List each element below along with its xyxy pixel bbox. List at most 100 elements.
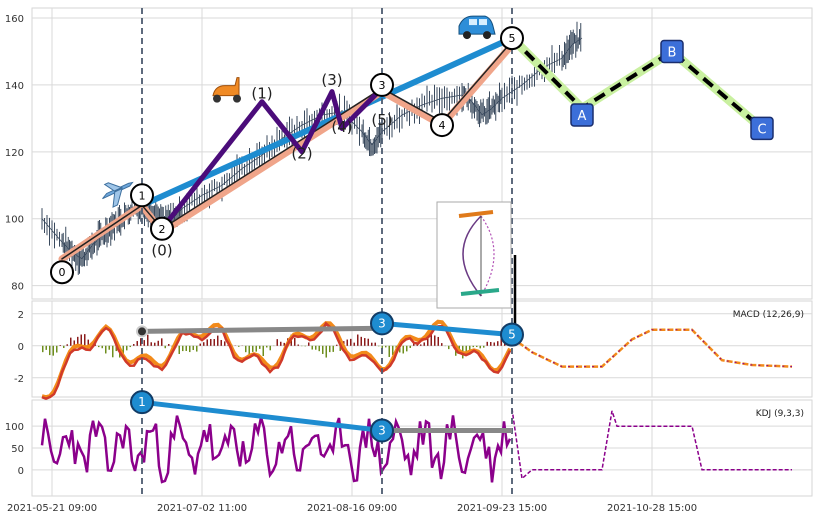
macd-histogram-bar <box>154 343 156 346</box>
wave-label: 0 <box>59 266 66 279</box>
macd-marker-label: 5 <box>508 328 516 342</box>
macd-histogram-bar <box>354 343 356 346</box>
kdj-title: KDJ (9,3,3) <box>756 409 804 419</box>
macd-histogram-bar <box>490 342 492 346</box>
macd-histogram-bar <box>49 346 51 355</box>
macd-histogram-bar <box>63 346 65 348</box>
kdj-ytick-label: 50 <box>11 444 24 455</box>
macd-histogram-bar <box>186 346 188 351</box>
macd-histogram-bar <box>60 345 62 346</box>
macd-histogram-bar <box>84 334 86 346</box>
car-wheel <box>483 31 491 39</box>
macd-histogram-bar <box>168 344 170 346</box>
macd-histogram-bar <box>403 346 405 354</box>
kdj-ytick-label: 0 <box>18 466 24 477</box>
macd-histogram-bar <box>105 346 107 354</box>
wave-label: 4 <box>439 119 446 132</box>
macd-histogram-bar <box>476 346 478 347</box>
macd-gray-trendline <box>142 328 382 331</box>
macd-histogram-bar <box>406 346 408 352</box>
wave-label: (3) <box>321 71 342 89</box>
xtick-label: 2021-07-02 11:00 <box>157 503 247 514</box>
xtick-label: 2021-05-21 09:00 <box>7 503 97 514</box>
macd-histogram-bar <box>245 346 247 352</box>
macd-histogram-bar <box>109 346 111 350</box>
macd-histogram-bar <box>252 346 254 352</box>
macd-histogram-bar <box>298 345 300 346</box>
xtick-label: 2021-10-28 15:00 <box>607 503 697 514</box>
macd-histogram-bar <box>203 342 205 346</box>
macd-histogram-bar <box>42 346 44 352</box>
macd-histogram-bar <box>294 338 296 346</box>
macd-histogram-bar <box>420 344 422 345</box>
macd-histogram-bar <box>207 339 209 345</box>
macd-histogram-bar <box>371 343 373 346</box>
macd-histogram-bar <box>361 337 363 346</box>
price-ytick-label: 160 <box>5 14 24 25</box>
macd-histogram-bar <box>217 336 219 346</box>
macd-histogram-bar <box>319 346 321 351</box>
macd-ytick-label: 2 <box>18 310 24 321</box>
car-window <box>479 19 487 25</box>
macd-histogram-bar <box>336 345 338 346</box>
macd-histogram-bar <box>347 340 349 346</box>
macd-histogram-bar <box>182 346 184 351</box>
macd-histogram-bar <box>151 342 153 346</box>
macd-histogram-bar <box>112 346 114 357</box>
macd-histogram-bar <box>305 346 307 347</box>
macd-histogram-bar <box>448 346 450 349</box>
macd-histogram-bar <box>259 346 261 349</box>
macd-histogram-bar <box>210 339 212 346</box>
macd-histogram-bar <box>98 346 100 347</box>
macd-histogram-bar <box>137 341 139 346</box>
macd-histogram-bar <box>480 346 482 349</box>
macd-histogram-bar <box>81 335 83 346</box>
xtick-label: 2021-08-16 09:00 <box>307 503 397 514</box>
macd-ytick-label: 0 <box>18 342 24 353</box>
wave-label: (4) <box>331 118 352 136</box>
macd-histogram-bar <box>161 338 163 345</box>
macd-histogram-bar <box>308 342 310 345</box>
macd-histogram-bar <box>221 340 223 346</box>
macd-histogram-bar <box>494 342 496 345</box>
price-ytick-label: 80 <box>11 282 24 293</box>
macd-histogram-bar <box>256 346 258 352</box>
kdj-ytick-label: 100 <box>5 422 24 433</box>
macd-histogram-bar <box>67 344 69 345</box>
macd-gray-endpoint <box>137 326 147 336</box>
macd-histogram-bar <box>497 341 499 346</box>
price-ytick-label: 120 <box>5 148 24 159</box>
macd-histogram-bar <box>224 341 226 345</box>
macd-histogram-bar <box>473 346 475 347</box>
macd-histogram-bar <box>266 346 268 348</box>
wave-label: 3 <box>379 79 386 92</box>
macd-histogram-bar <box>357 335 359 346</box>
macd-histogram-bar <box>158 341 160 346</box>
wave-label: (5) <box>371 111 392 129</box>
macd-histogram-bar <box>53 346 55 356</box>
macd-histogram-bar <box>214 339 216 346</box>
macd-histogram-bar <box>350 339 352 346</box>
macd-title: MACD (12,26,9) <box>733 310 804 320</box>
price-ytick-label: 100 <box>5 215 24 226</box>
macd-histogram-bar <box>179 346 181 354</box>
macd-histogram-bar <box>312 346 314 350</box>
macd-histogram-bar <box>130 346 132 347</box>
macd-histogram-bar <box>438 337 440 346</box>
macd-histogram-bar <box>368 339 370 346</box>
wave-label: (1) <box>251 84 272 102</box>
macd-histogram-bar <box>326 346 328 358</box>
macd-histogram-bar <box>322 346 324 354</box>
projection-label: C <box>757 122 766 137</box>
macd-frame <box>32 301 812 397</box>
macd-histogram-bar <box>441 343 443 346</box>
macd-histogram-bar <box>238 346 240 347</box>
wave-label: 5 <box>509 32 516 45</box>
macd-histogram-bar <box>389 346 391 357</box>
macd-histogram-bar <box>270 346 272 350</box>
car-wheel <box>463 31 471 39</box>
macd-histogram-bar <box>200 344 202 346</box>
macd-histogram-bar <box>196 346 198 352</box>
